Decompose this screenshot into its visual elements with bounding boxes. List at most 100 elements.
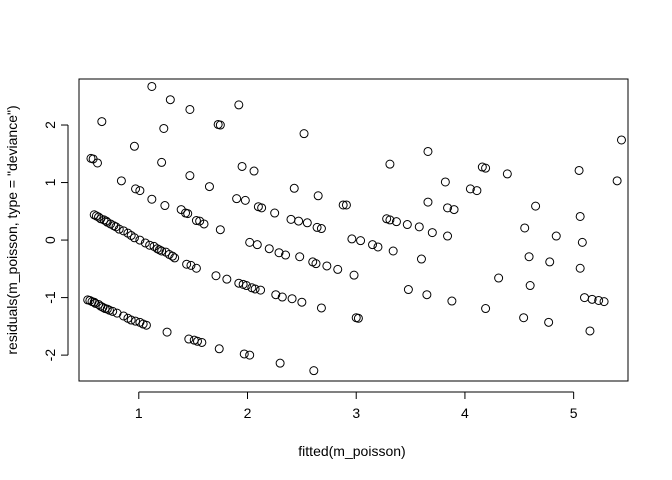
data-point	[402, 220, 412, 230]
data-point	[427, 228, 437, 238]
data-point	[447, 296, 457, 306]
data-point	[341, 200, 351, 210]
data-point	[297, 297, 307, 307]
data-point	[524, 252, 534, 262]
data-point	[232, 194, 242, 204]
data-point	[114, 224, 124, 234]
data-point	[129, 233, 139, 243]
data-point	[249, 166, 259, 176]
data-point	[294, 216, 304, 226]
data-point	[154, 245, 164, 255]
data-point	[160, 201, 170, 211]
data-point	[316, 303, 326, 313]
data-point	[92, 158, 102, 168]
data-point	[531, 201, 541, 211]
data-point	[594, 295, 604, 305]
data-point	[186, 260, 196, 270]
data-point	[108, 306, 118, 316]
data-point	[97, 117, 107, 127]
data-point	[465, 184, 475, 194]
data-point	[199, 219, 209, 229]
data-point	[472, 186, 482, 196]
data-point	[316, 224, 326, 234]
data-point	[157, 157, 167, 167]
x-tick-label: 5	[570, 405, 578, 421]
data-point	[449, 205, 459, 215]
data-point	[119, 311, 129, 321]
data-point	[612, 176, 622, 186]
data-point	[416, 254, 426, 264]
x-tick-label: 2	[244, 405, 252, 421]
data-point	[157, 246, 167, 256]
data-point	[616, 135, 626, 145]
data-point	[338, 200, 348, 210]
data-point	[204, 182, 214, 192]
data-point	[520, 223, 530, 233]
data-point	[322, 261, 332, 271]
data-point	[239, 349, 249, 359]
data-point	[574, 165, 584, 175]
data-point	[312, 222, 322, 232]
data-point	[443, 231, 453, 241]
data-point	[140, 238, 150, 248]
plot-box	[78, 78, 629, 382]
data-point	[368, 240, 378, 250]
data-point	[185, 171, 195, 181]
y-tick-label: 1	[42, 178, 58, 186]
data-point	[191, 216, 201, 226]
data-point	[481, 304, 491, 314]
data-point	[116, 176, 126, 186]
data-point	[333, 264, 343, 274]
data-point	[241, 281, 251, 291]
y-axis-label: residuals(m_poisson, type = "deviance")	[4, 105, 20, 354]
data-point	[274, 248, 284, 258]
data-point	[237, 161, 247, 171]
data-point	[577, 237, 587, 247]
data-point	[222, 274, 232, 284]
data-point	[519, 313, 529, 323]
data-point	[89, 297, 99, 307]
data-point	[191, 263, 201, 273]
data-point	[167, 251, 177, 261]
y-axis: -2 -1 0 1 2	[42, 121, 69, 362]
data-point	[257, 203, 267, 213]
data-point	[264, 244, 274, 254]
data-point	[147, 81, 157, 91]
x-axis-label: fitted(m_poisson)	[298, 443, 405, 459]
data-point	[580, 293, 590, 303]
data-point	[443, 203, 453, 213]
data-point	[245, 350, 255, 360]
data-point	[245, 237, 255, 247]
data-point	[575, 211, 585, 221]
x-tick-label: 4	[461, 405, 469, 421]
data-point	[215, 225, 225, 235]
x-axis: 1 2 3 4 5	[135, 391, 578, 421]
data-point	[162, 327, 172, 337]
data-point	[545, 257, 555, 267]
data-point	[423, 197, 433, 207]
data-point	[185, 104, 195, 114]
data-point	[183, 209, 193, 219]
data-point	[385, 159, 395, 169]
data-point	[423, 146, 433, 156]
data-point	[240, 195, 250, 205]
data-point	[145, 240, 155, 250]
data-point	[215, 120, 225, 130]
data-point	[193, 336, 202, 346]
data-point	[481, 163, 491, 173]
data-point	[165, 95, 175, 105]
data-point	[544, 317, 554, 327]
data-point	[373, 242, 383, 252]
data-point	[309, 366, 319, 376]
data-point	[211, 271, 221, 281]
data-point	[234, 100, 244, 110]
data-point	[502, 169, 512, 179]
data-point	[182, 259, 192, 269]
data-point	[422, 290, 432, 300]
y-tick-label: -2	[42, 349, 58, 362]
y-tick-label: -1	[42, 291, 58, 304]
data-point	[414, 222, 424, 232]
data-point	[353, 313, 363, 323]
data-point	[170, 253, 180, 263]
